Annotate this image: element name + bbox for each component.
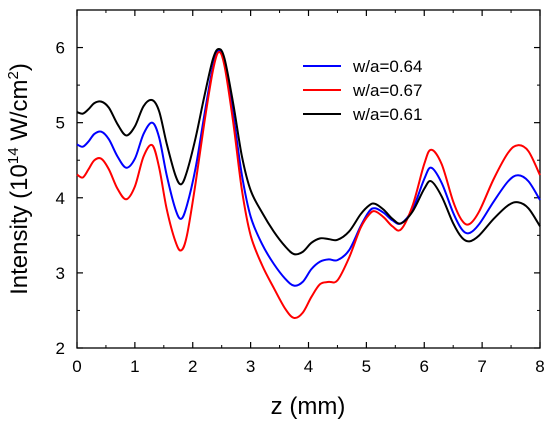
series-line-2	[76, 51, 541, 320]
y-tick-label: 4	[56, 189, 65, 208]
legend: w/a=0.64 w/a=0.67 w/a=0.61	[303, 57, 422, 124]
y-axis-title-suffix: )	[6, 63, 33, 71]
legend-label-2: w/a=0.67	[352, 81, 422, 100]
y-tick-labels: 2 3 4 5 6	[56, 39, 65, 358]
x-tick-label: 2	[188, 357, 197, 376]
x-tick-label: 6	[420, 357, 429, 376]
series-layer	[76, 48, 541, 320]
x-tick-label: 0	[72, 357, 81, 376]
y-axis-title-prefix: Intensity (10	[6, 164, 33, 295]
x-tick-label: 4	[304, 357, 313, 376]
plot-frame	[76, 9, 541, 349]
y-axis-title-middle: W/cm	[6, 79, 33, 147]
y-axis-title-exponent-2: 2	[5, 71, 22, 79]
y-tick-label: 3	[56, 264, 65, 283]
x-tick-label: 1	[130, 357, 139, 376]
x-tick-label: 3	[246, 357, 255, 376]
series-line-3	[76, 48, 541, 256]
legend-label-3: w/a=0.61	[352, 105, 422, 124]
y-tick-label: 6	[56, 39, 65, 58]
axis-ticks	[76, 10, 541, 349]
y-axis-title-exponent-1: 14	[5, 147, 22, 164]
x-tick-label: 5	[362, 357, 371, 376]
series-line-1	[76, 49, 541, 287]
x-tick-label: 8	[535, 357, 544, 376]
y-tick-label: 2	[56, 339, 65, 358]
y-tick-label: 5	[56, 114, 65, 133]
x-axis-title: z (mm)	[271, 393, 346, 420]
legend-label-1: w/a=0.64	[352, 57, 422, 76]
x-tick-label: 7	[477, 357, 486, 376]
x-tick-labels: 0 1 2 3 4 5 6 7 8	[72, 357, 544, 376]
y-axis-title: Intensity (1014 W/cm2)	[5, 63, 33, 295]
